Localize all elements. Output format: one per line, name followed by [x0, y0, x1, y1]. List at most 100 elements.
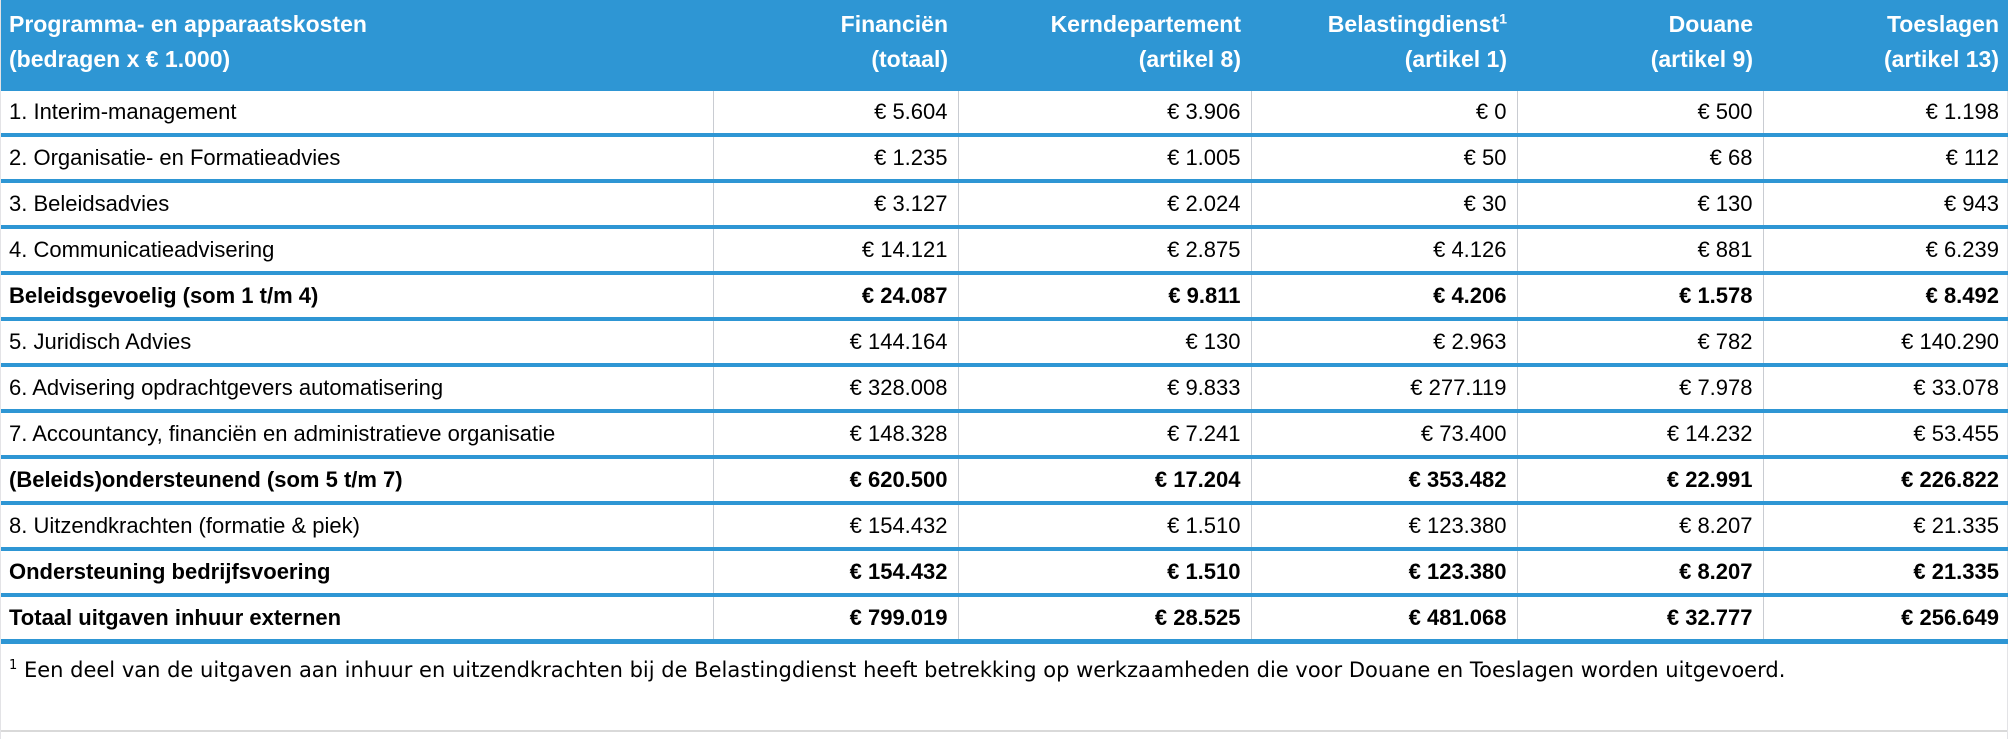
table-cell: € 620.500 — [712, 455, 958, 503]
table-cell: € 2.963 — [1250, 317, 1517, 365]
table-cell: € 8.492 — [1762, 271, 2008, 319]
column-header-kerndepartement: Kerndepartement (artikel 8) — [958, 0, 1251, 91]
summary-row-ondersteuning-bedrijfsvoering: Ondersteuning bedrijfsvoering € 154.432 … — [1, 547, 2008, 595]
table-cell: € 53.455 — [1762, 409, 2008, 457]
table-cell: € 140.290 — [1762, 317, 2008, 365]
row-label: Ondersteuning bedrijfsvoering — [1, 547, 713, 595]
table-cell: € 277.119 — [1250, 363, 1517, 411]
table-cell: € 1.510 — [957, 501, 1251, 549]
row-label: 3. Beleidsadvies — [1, 179, 713, 227]
table-cell: € 500 — [1516, 87, 1763, 135]
table-cell: € 256.649 — [1762, 593, 2008, 644]
row-label: 2. Organisatie- en Formatieadvies — [1, 133, 713, 181]
table-cell: € 1.005 — [957, 133, 1251, 181]
footnote-marker: 1 — [1499, 11, 1507, 28]
column-header-belastingdienst: Belastingdienst1 (artikel 1) — [1251, 0, 1517, 91]
table-cell: € 4.126 — [1250, 225, 1517, 273]
table-cell: € 112 — [1762, 133, 2008, 181]
table-cell: € 30 — [1250, 179, 1517, 227]
table-row: 7. Accountancy, financiën en administrat… — [1, 409, 2008, 457]
table-cell: € 481.068 — [1250, 593, 1517, 644]
table-cell: € 123.380 — [1250, 501, 1517, 549]
table-row: 6. Advisering opdrachtgevers automatiser… — [1, 363, 2008, 411]
column-header-financien: Financiën (totaal) — [713, 0, 958, 91]
table-cell: € 154.432 — [712, 547, 958, 595]
table-cell: € 9.833 — [957, 363, 1251, 411]
table-row: 4. Communicatieadvisering € 14.121 € 2.8… — [1, 225, 2008, 273]
table-row: 8. Uitzendkrachten (formatie & piek) € 1… — [1, 501, 2008, 549]
table-cell: € 2.875 — [957, 225, 1251, 273]
table-row: 2. Organisatie- en Formatieadvies € 1.23… — [1, 133, 2008, 181]
table-cell: € 9.811 — [957, 271, 1251, 319]
row-label: 8. Uitzendkrachten (formatie & piek) — [1, 501, 713, 549]
table-cell: € 123.380 — [1250, 547, 1517, 595]
table-cell: € 14.121 — [712, 225, 958, 273]
row-label: Totaal uitgaven inhuur externen — [1, 593, 713, 644]
footnote-text: Een deel van de uitgaven aan inhuur en u… — [23, 658, 1786, 682]
table-cell: € 2.024 — [957, 179, 1251, 227]
table-cell: € 130 — [957, 317, 1251, 365]
table-cell: € 21.335 — [1762, 547, 2008, 595]
column-header-toeslagen: Toeslagen (artikel 13) — [1763, 0, 2008, 91]
header-title-cell: Programma- en apparaatskosten (bedragen … — [1, 0, 713, 91]
summary-row-beleidsgevoelig: Beleidsgevoelig (som 1 t/m 4) € 24.087 €… — [1, 271, 2008, 319]
row-label: (Beleids)ondersteunend (som 5 t/m 7) — [1, 455, 713, 503]
table-cell: € 7.241 — [957, 409, 1251, 457]
header-row: Programma- en apparaatskosten (bedragen … — [1, 0, 2008, 91]
table-cell: € 130 — [1516, 179, 1763, 227]
table-cell: € 73.400 — [1250, 409, 1517, 457]
table-title: Programma- en apparaatskosten — [9, 11, 367, 37]
summary-row-beleidsondersteunend: (Beleids)ondersteunend (som 5 t/m 7) € 6… — [1, 455, 2008, 503]
table-body: 1. Interim-management € 5.604 € 3.906 € … — [1, 87, 2008, 644]
table-cell: € 782 — [1516, 317, 1763, 365]
table-cell: € 14.232 — [1516, 409, 1763, 457]
row-label: 1. Interim-management — [1, 87, 713, 135]
row-label: 6. Advisering opdrachtgevers automatiser… — [1, 363, 713, 411]
table-cell: € 154.432 — [712, 501, 958, 549]
table-cell: € 8.207 — [1516, 547, 1763, 595]
table-cell: € 3.127 — [712, 179, 958, 227]
table-cell: € 68 — [1516, 133, 1763, 181]
table-cell: € 144.164 — [712, 317, 958, 365]
footnote-marker: 1 — [9, 658, 18, 673]
table-row: 1. Interim-management € 5.604 € 3.906 € … — [1, 87, 2008, 135]
bottom-divider — [1, 730, 2007, 732]
table-row: 5. Juridisch Advies € 144.164 € 130 € 2.… — [1, 317, 2008, 365]
table-cell: € 148.328 — [712, 409, 958, 457]
programma-apparaatskosten-table: Programma- en apparaatskosten (bedragen … — [1, 0, 2008, 644]
table-cell: € 21.335 — [1762, 501, 2008, 549]
table-cell: € 32.777 — [1516, 593, 1763, 644]
table-cell: € 22.991 — [1516, 455, 1763, 503]
total-row: Totaal uitgaven inhuur externen € 799.01… — [1, 593, 2008, 644]
table-cell: € 353.482 — [1250, 455, 1517, 503]
table-cell: € 1.198 — [1762, 87, 2008, 135]
table-row: 3. Beleidsadvies € 3.127 € 2.024 € 30 € … — [1, 179, 2008, 227]
row-label: 4. Communicatieadvisering — [1, 225, 713, 273]
table-header: Programma- en apparaatskosten (bedragen … — [1, 0, 2008, 91]
table-cell: € 5.604 — [712, 87, 958, 135]
table-cell: € 7.978 — [1516, 363, 1763, 411]
table-cell: € 28.525 — [957, 593, 1251, 644]
table-cell: € 943 — [1762, 179, 2008, 227]
table-cell: € 328.008 — [712, 363, 958, 411]
table-cell: € 1.510 — [957, 547, 1251, 595]
table-cell: € 1.235 — [712, 133, 958, 181]
column-header-douane: Douane (artikel 9) — [1517, 0, 1763, 91]
table-cell: € 1.578 — [1516, 271, 1763, 319]
table-cell: € 33.078 — [1762, 363, 2008, 411]
table-cell: € 6.239 — [1762, 225, 2008, 273]
row-label: 7. Accountancy, financiën en administrat… — [1, 409, 713, 457]
table-cell: € 799.019 — [712, 593, 958, 644]
row-label: Beleidsgevoelig (som 1 t/m 4) — [1, 271, 713, 319]
table-cell: € 17.204 — [957, 455, 1251, 503]
table-cell: € 0 — [1250, 87, 1517, 135]
footnote: 1 Een deel van de uitgaven aan inhuur en… — [1, 644, 2007, 730]
table-cell: € 881 — [1516, 225, 1763, 273]
table-cell: € 24.087 — [712, 271, 958, 319]
table-cell: € 8.207 — [1516, 501, 1763, 549]
table-cell: € 226.822 — [1762, 455, 2008, 503]
table-cell: € 4.206 — [1250, 271, 1517, 319]
row-label: 5. Juridisch Advies — [1, 317, 713, 365]
table-cell: € 50 — [1250, 133, 1517, 181]
